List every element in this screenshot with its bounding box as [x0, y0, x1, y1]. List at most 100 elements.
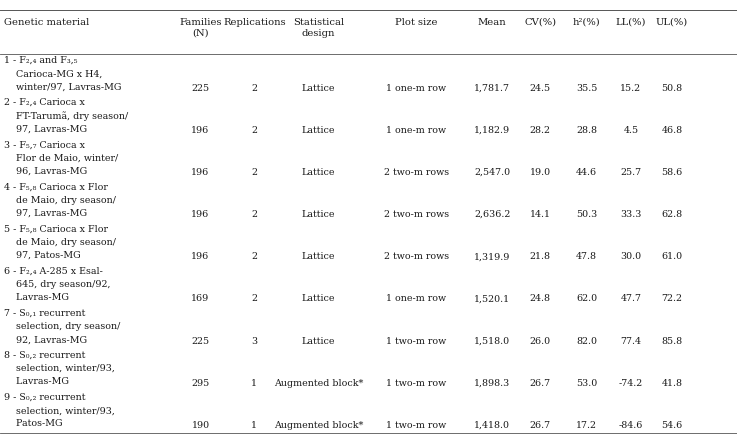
Text: 62.0: 62.0 [576, 294, 597, 303]
Text: Lattice: Lattice [301, 168, 335, 177]
Text: h²(%): h²(%) [573, 18, 601, 26]
Text: Lattice: Lattice [301, 126, 335, 135]
Text: 47.7: 47.7 [621, 294, 641, 303]
Text: -74.2: -74.2 [619, 379, 643, 388]
Text: 6 - F₂,₄ A-285 x Esal-: 6 - F₂,₄ A-285 x Esal- [4, 267, 102, 276]
Text: 19.0: 19.0 [530, 168, 551, 177]
Text: 3 - F₅,₇ Carioca x: 3 - F₅,₇ Carioca x [4, 140, 85, 149]
Text: 61.0: 61.0 [662, 252, 682, 261]
Text: 2: 2 [251, 252, 257, 261]
Text: 1 two-m row: 1 two-m row [386, 336, 447, 345]
Text: 1 - F₂,₄ and F₃,₅: 1 - F₂,₄ and F₃,₅ [4, 56, 77, 65]
Text: Mean: Mean [478, 18, 507, 26]
Text: UL(%): UL(%) [656, 18, 688, 26]
Text: Lattice: Lattice [301, 252, 335, 261]
Text: 8 - S₀,₂ recurrent: 8 - S₀,₂ recurrent [4, 351, 85, 360]
Text: 50.3: 50.3 [576, 210, 597, 219]
Text: 41.8: 41.8 [662, 379, 682, 388]
Text: Lattice: Lattice [301, 336, 335, 345]
Text: 28.8: 28.8 [576, 126, 597, 135]
Text: 1 one-m row: 1 one-m row [386, 126, 447, 135]
Text: 21.8: 21.8 [530, 252, 551, 261]
Text: 295: 295 [192, 379, 209, 388]
Text: 4 - F₅,₈ Carioca x Flor: 4 - F₅,₈ Carioca x Flor [4, 183, 108, 191]
Text: 96, Lavras-MG: 96, Lavras-MG [4, 167, 87, 176]
Text: 190: 190 [192, 421, 209, 430]
Text: winter/97, Lavras-MG: winter/97, Lavras-MG [4, 82, 121, 91]
Text: 26.7: 26.7 [530, 379, 551, 388]
Text: 1,418.0: 1,418.0 [475, 421, 510, 430]
Text: 25.7: 25.7 [621, 168, 641, 177]
Text: Lattice: Lattice [301, 210, 335, 219]
Text: Carioca-MG x H4,: Carioca-MG x H4, [4, 69, 102, 78]
Text: 50.8: 50.8 [662, 84, 682, 93]
Text: 225: 225 [192, 336, 209, 345]
Text: Augmented block*: Augmented block* [273, 421, 363, 430]
Text: 645, dry season/92,: 645, dry season/92, [4, 280, 111, 289]
Text: Replications: Replications [223, 18, 285, 26]
Text: Flor de Maio, winter/: Flor de Maio, winter/ [4, 153, 118, 162]
Text: 26.7: 26.7 [530, 421, 551, 430]
Text: 58.6: 58.6 [662, 168, 682, 177]
Text: 30.0: 30.0 [621, 252, 641, 261]
Text: 62.8: 62.8 [662, 210, 682, 219]
Text: 17.2: 17.2 [576, 421, 597, 430]
Text: 1 one-m row: 1 one-m row [386, 294, 447, 303]
Text: 225: 225 [192, 84, 209, 93]
Text: 33.3: 33.3 [620, 210, 642, 219]
Text: 2: 2 [251, 294, 257, 303]
Text: 53.0: 53.0 [576, 379, 597, 388]
Text: 196: 196 [192, 168, 209, 177]
Text: Lattice: Lattice [301, 294, 335, 303]
Text: Lavras-MG: Lavras-MG [4, 293, 69, 302]
Text: 92, Lavras-MG: 92, Lavras-MG [4, 335, 87, 344]
Text: 169: 169 [192, 294, 209, 303]
Text: 2,547.0: 2,547.0 [474, 168, 511, 177]
Text: 2: 2 [251, 210, 257, 219]
Text: 85.8: 85.8 [662, 336, 682, 345]
Text: 1 one-m row: 1 one-m row [386, 84, 447, 93]
Text: Plot size: Plot size [395, 18, 438, 26]
Text: 35.5: 35.5 [576, 84, 598, 93]
Text: 9 - S₀,₂ recurrent: 9 - S₀,₂ recurrent [4, 393, 85, 402]
Text: de Maio, dry season/: de Maio, dry season/ [4, 196, 116, 205]
Text: 1,182.9: 1,182.9 [474, 126, 511, 135]
Text: 196: 196 [192, 210, 209, 219]
Text: 2: 2 [251, 84, 257, 93]
Text: 2,636.2: 2,636.2 [474, 210, 511, 219]
Text: Patos-MG: Patos-MG [4, 419, 63, 429]
Text: 77.4: 77.4 [621, 336, 641, 345]
Text: 1,898.3: 1,898.3 [474, 379, 511, 388]
Text: 2 two-m rows: 2 two-m rows [384, 168, 449, 177]
Text: 24.8: 24.8 [530, 294, 551, 303]
Text: 1,319.9: 1,319.9 [474, 252, 511, 261]
Text: 2: 2 [251, 168, 257, 177]
Text: CV(%): CV(%) [524, 18, 556, 26]
Text: Statistical
design: Statistical design [293, 18, 344, 38]
Text: 26.0: 26.0 [530, 336, 551, 345]
Text: 1: 1 [251, 379, 257, 388]
Text: Families
(N): Families (N) [179, 18, 222, 38]
Text: Genetic material: Genetic material [4, 18, 89, 26]
Text: 15.2: 15.2 [621, 84, 641, 93]
Text: 2 - F₂,₄ Carioca x: 2 - F₂,₄ Carioca x [4, 98, 85, 107]
Text: 4.5: 4.5 [624, 126, 638, 135]
Text: 44.6: 44.6 [576, 168, 597, 177]
Text: 47.8: 47.8 [576, 252, 597, 261]
Text: Lavras-MG: Lavras-MG [4, 377, 69, 386]
Text: 54.6: 54.6 [662, 421, 682, 430]
Text: 1 two-m row: 1 two-m row [386, 421, 447, 430]
Text: selection, winter/93,: selection, winter/93, [4, 406, 114, 415]
Text: 14.1: 14.1 [530, 210, 551, 219]
Text: LL(%): LL(%) [615, 18, 646, 26]
Text: -84.6: -84.6 [618, 421, 643, 430]
Text: 196: 196 [192, 126, 209, 135]
Text: 1,781.7: 1,781.7 [475, 84, 510, 93]
Text: 24.5: 24.5 [530, 84, 551, 93]
Text: de Maio, dry season/: de Maio, dry season/ [4, 238, 116, 247]
Text: selection, dry season/: selection, dry season/ [4, 322, 120, 331]
Text: Lattice: Lattice [301, 84, 335, 93]
Text: 7 - S₀,₁ recurrent: 7 - S₀,₁ recurrent [4, 309, 85, 318]
Text: 82.0: 82.0 [576, 336, 597, 345]
Text: 28.2: 28.2 [530, 126, 551, 135]
